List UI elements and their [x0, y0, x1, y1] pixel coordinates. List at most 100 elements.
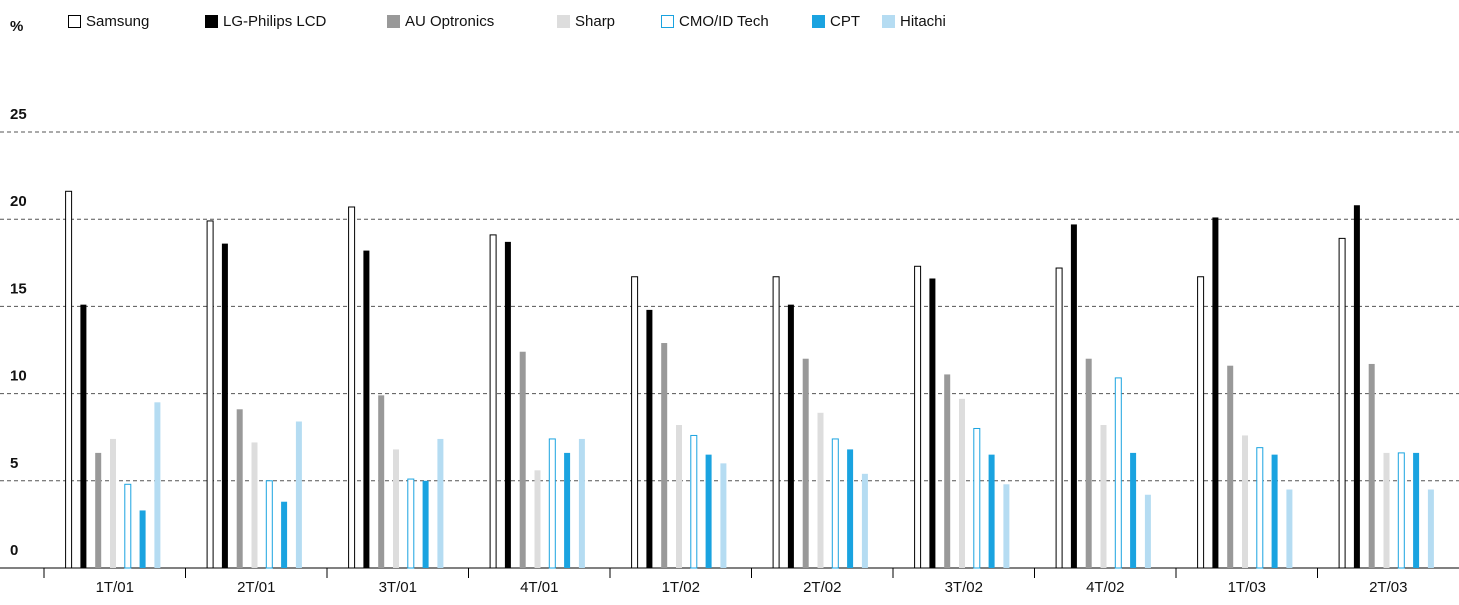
- bar: [705, 454, 712, 568]
- legend-label: Hitachi: [900, 13, 946, 30]
- legend-label: LG-Philips LCD: [223, 13, 327, 30]
- bar: [1212, 217, 1219, 568]
- bar: [1256, 447, 1264, 569]
- bar: [1085, 358, 1092, 568]
- legend-swatch: [557, 15, 570, 28]
- bar: [1271, 454, 1278, 568]
- bar: [154, 402, 161, 568]
- y-tick-label: 5: [10, 455, 18, 472]
- bar: [348, 206, 356, 569]
- bar: [1383, 452, 1390, 568]
- bar: [1353, 205, 1360, 569]
- bar: [772, 276, 780, 569]
- bar: [1197, 276, 1205, 569]
- bar: [489, 234, 497, 569]
- bar: [1003, 484, 1010, 568]
- legend-swatch: [387, 15, 400, 28]
- bar: [1368, 363, 1375, 568]
- bar: [110, 438, 116, 568]
- bar: [407, 478, 415, 569]
- bar: [929, 278, 936, 568]
- bar: [861, 473, 868, 568]
- x-tick-label: 2T/03: [1369, 579, 1407, 596]
- bar: [95, 452, 102, 568]
- bar: [787, 304, 794, 568]
- bar: [124, 483, 132, 569]
- bar: [1397, 452, 1405, 569]
- bar: [251, 442, 258, 568]
- y-tick-label: 25: [10, 106, 27, 123]
- bar: [1338, 237, 1346, 569]
- legend-swatch: [812, 15, 825, 28]
- bar: [265, 480, 273, 569]
- legend-label: Samsung: [86, 13, 149, 30]
- bar: [914, 265, 922, 569]
- x-tick-label: 1T/01: [96, 579, 134, 596]
- bar: [393, 449, 399, 568]
- bar: [378, 395, 385, 568]
- x-tick-label: 3T/02: [945, 579, 983, 596]
- legend-swatch: [882, 15, 895, 28]
- bar: [206, 220, 214, 569]
- bar: [1055, 267, 1063, 569]
- x-tick-label: 2T/01: [237, 579, 275, 596]
- bar: [1144, 494, 1151, 568]
- bar: [65, 190, 73, 569]
- bar: [519, 351, 526, 568]
- legend-label: Sharp: [575, 13, 615, 30]
- legend-swatch: [68, 15, 81, 28]
- bar: [661, 343, 668, 568]
- bar: [1413, 452, 1420, 568]
- bar: [802, 358, 809, 568]
- y-axis-label: %: [10, 18, 23, 35]
- bar: [281, 501, 288, 568]
- bar: [1242, 435, 1248, 568]
- bar: [578, 438, 585, 568]
- y-tick-label: 20: [10, 193, 27, 210]
- bar: [236, 409, 243, 568]
- bar: [631, 276, 639, 569]
- legend-swatch: [661, 15, 674, 28]
- bar: [831, 438, 839, 569]
- bar: [422, 480, 429, 568]
- bar: [80, 304, 87, 568]
- bar: [1130, 452, 1137, 568]
- bar: [504, 241, 511, 568]
- legend-swatch: [205, 15, 218, 28]
- x-tick-label: 1T/02: [662, 579, 700, 596]
- x-tick-label: 2T/02: [803, 579, 841, 596]
- bar: [1286, 489, 1293, 568]
- bar: [363, 250, 370, 569]
- bar: [564, 452, 571, 568]
- bar: [437, 438, 444, 568]
- legend-label: CMO/ID Tech: [679, 13, 769, 30]
- bar: [221, 243, 228, 568]
- bar: [1070, 224, 1077, 568]
- bar: [534, 470, 541, 568]
- x-tick-label: 3T/01: [379, 579, 417, 596]
- bar: [973, 427, 981, 569]
- legend-label: CPT: [830, 13, 860, 30]
- y-tick-label: 10: [10, 368, 27, 385]
- bar: [959, 398, 965, 568]
- bar: [817, 412, 824, 568]
- bar: [139, 510, 146, 568]
- x-tick-label: 4T/01: [520, 579, 558, 596]
- bar: [988, 454, 995, 568]
- bar: [295, 421, 302, 568]
- bar: [1100, 424, 1107, 568]
- bar: [676, 424, 682, 568]
- bar: [1114, 377, 1122, 569]
- bar: [1227, 365, 1234, 568]
- y-tick-label: 0: [10, 542, 18, 559]
- bar: [1427, 489, 1434, 568]
- bar: [646, 309, 653, 568]
- x-tick-label: 1T/03: [1228, 579, 1266, 596]
- x-tick-label: 4T/02: [1086, 579, 1124, 596]
- legend-label: AU Optronics: [405, 13, 494, 30]
- bar: [847, 449, 854, 568]
- bar: [944, 374, 951, 568]
- y-tick-label: 15: [10, 280, 27, 297]
- bar: [548, 438, 556, 569]
